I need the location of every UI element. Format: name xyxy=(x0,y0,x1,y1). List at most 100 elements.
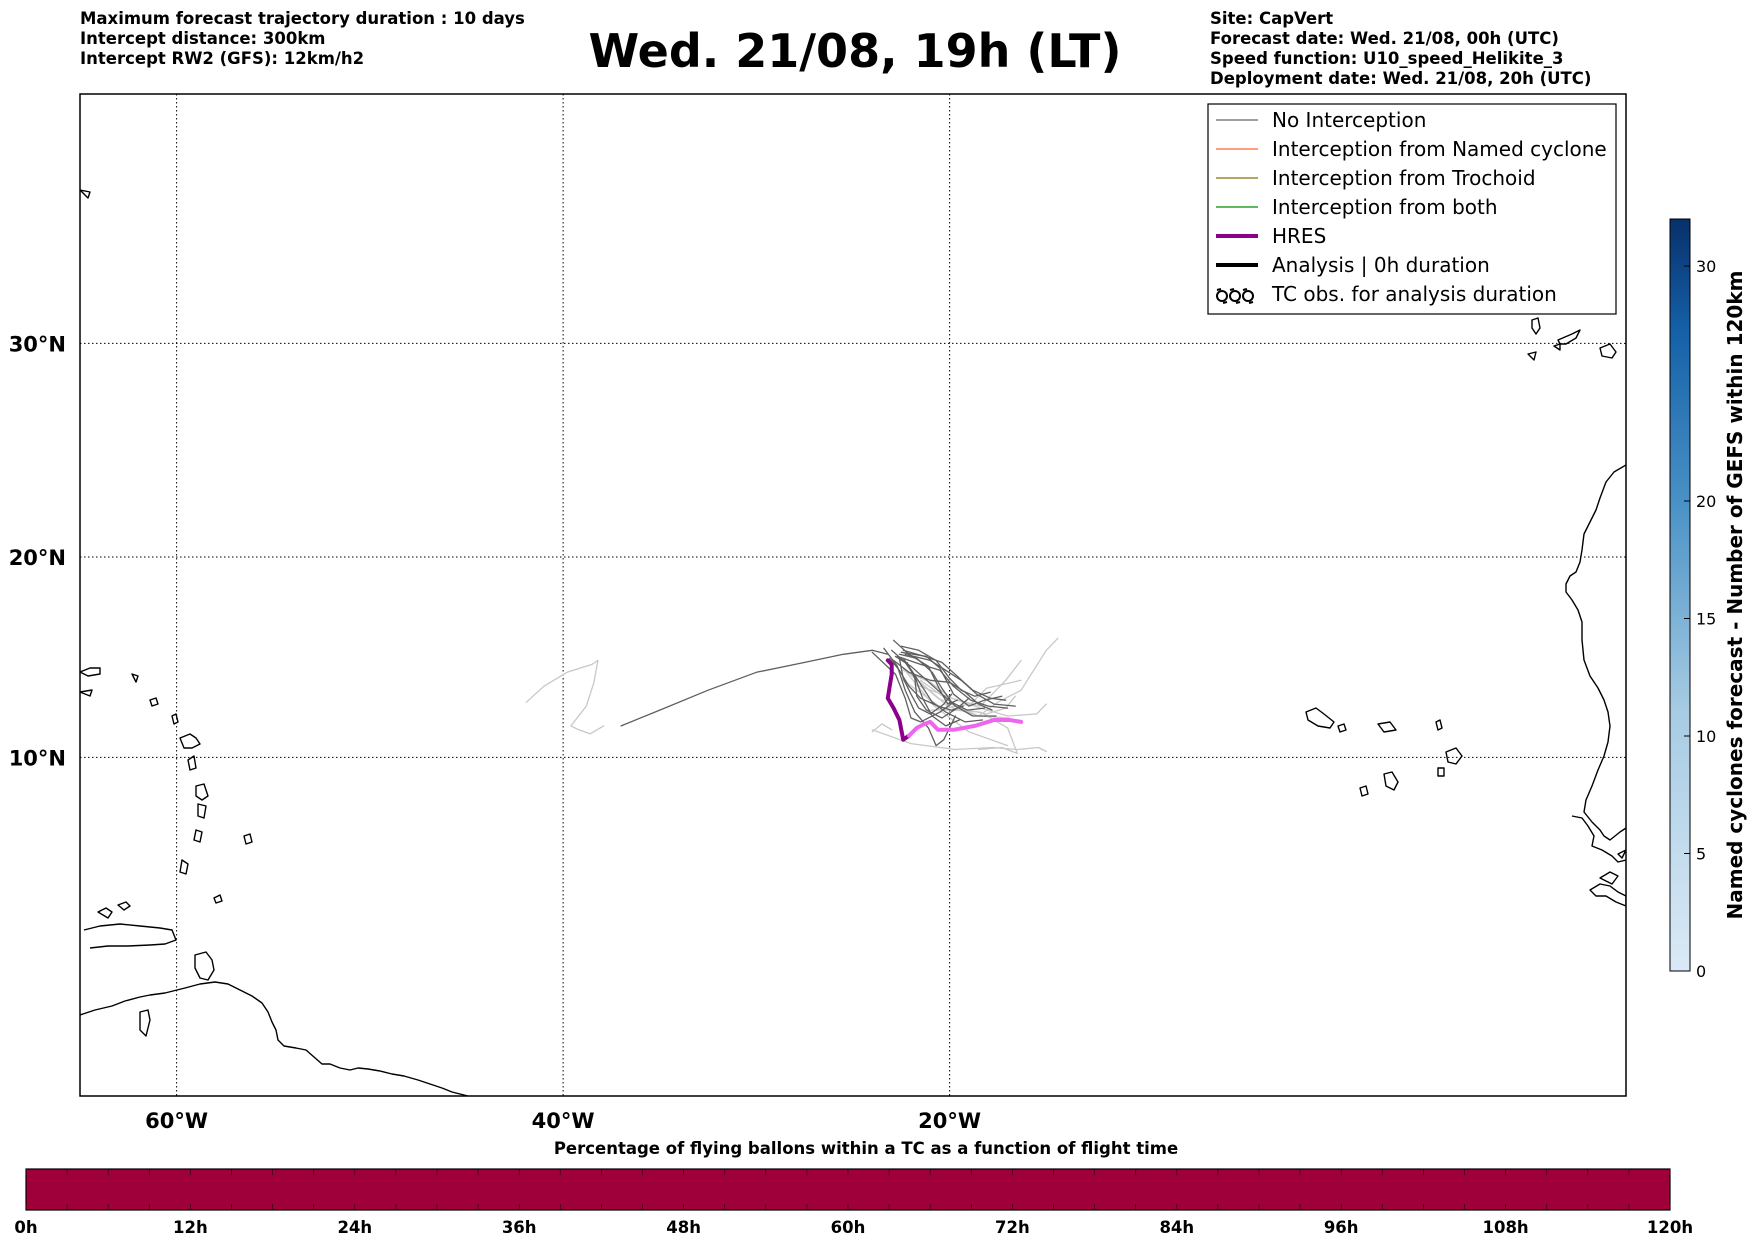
coastline-barbados xyxy=(243,833,253,845)
trajectory-line xyxy=(620,649,889,727)
colorbar-bottom-tick-label: 72h xyxy=(995,1218,1030,1237)
legend-cyclone-symbols xyxy=(1216,288,1254,304)
coastline-sao-vicente xyxy=(1337,723,1347,733)
latitude-ticks: 10°N 20°N 30°N xyxy=(9,332,66,770)
trajectory-line xyxy=(902,657,984,723)
colorbar-right-gradient xyxy=(1669,218,1691,972)
lat-tick-label: 20°N xyxy=(9,546,66,570)
lon-tick-label: 60°W xyxy=(145,1109,208,1133)
legend-entry-label: HRES xyxy=(1272,224,1326,248)
header-right-line-2: Forecast date: Wed. 21/08, 00h (UTC) xyxy=(1210,29,1559,48)
trajectory-line xyxy=(896,655,1009,709)
trajectory-line xyxy=(894,655,997,717)
longitude-ticks: 60°W 40°W 20°W xyxy=(145,1109,981,1133)
header-left-line-2: Intercept distance: 300km xyxy=(80,29,326,48)
header-right-line-1: Site: CapVert xyxy=(1210,9,1333,28)
hres-trajectory-late xyxy=(907,718,1024,738)
colorbar-bottom-tick-label: 96h xyxy=(1324,1218,1359,1237)
coastline-santo-antao xyxy=(1305,707,1335,729)
map-gridlines xyxy=(80,94,1626,1096)
lon-tick-label: 20°W xyxy=(918,1109,981,1133)
coastline-santiago xyxy=(1383,771,1399,791)
hres-trajectory-early xyxy=(885,658,911,742)
colorbar-bottom-tick-label: 36h xyxy=(502,1218,537,1237)
colorbar-right-tick-label: 20 xyxy=(1696,492,1716,511)
legend-entry-label: No Interception xyxy=(1272,108,1426,132)
coastline-islet-1 xyxy=(1617,849,1626,859)
coastline-island-4 xyxy=(80,667,101,677)
colorbar-bottom-tick-label: 60h xyxy=(831,1218,866,1237)
coastline-tobago xyxy=(213,894,223,904)
colorbar-right-tick-label: 5 xyxy=(1696,845,1706,864)
coastline-gran-canaria xyxy=(1599,343,1617,359)
colorbar-bottom-tick-label: 48h xyxy=(666,1218,701,1237)
trajectory-line xyxy=(898,653,986,711)
coastline-gomera xyxy=(1553,343,1561,351)
coastline-island-1 xyxy=(97,907,113,919)
coastline-grenada xyxy=(179,859,189,875)
legend-entry-label: TC obs. for analysis duration xyxy=(1271,282,1557,306)
colorbar-right-tick-label: 0 xyxy=(1696,962,1706,981)
trajectory-line xyxy=(892,659,993,711)
coastline-guinea xyxy=(1589,883,1626,907)
coastline-guadeloupe xyxy=(179,733,201,749)
coastline-island-6 xyxy=(131,673,139,683)
colorbar-bottom-tick-label: 24h xyxy=(337,1218,372,1237)
legend: No Interception Interception from Named c… xyxy=(1207,103,1617,315)
coastline-la-palma xyxy=(1531,317,1541,335)
coastline-paria xyxy=(83,923,177,949)
lat-tick-label: 10°N xyxy=(9,746,66,770)
coastline-bissau-islands xyxy=(1599,871,1619,885)
colorbar-bottom-tick-label: 120h xyxy=(1647,1218,1693,1237)
trajectory-line xyxy=(892,639,959,705)
coastline-hierro xyxy=(1527,351,1537,361)
colorbar-right-tick-label: 15 xyxy=(1696,610,1716,629)
lon-tick-label: 40°W xyxy=(532,1109,595,1133)
trajectory-line xyxy=(871,651,955,723)
header-left-line-3: Intercept RW2 (GFS): 12km/h2 xyxy=(80,49,364,68)
coastline-island-8 xyxy=(171,713,179,725)
coastline-island-7 xyxy=(149,697,159,707)
colorbar-bottom-tick-label: 108h xyxy=(1482,1218,1528,1237)
coastline-island-3 xyxy=(139,1009,151,1037)
map-frame xyxy=(79,93,1627,1097)
colorbar-bottom-tick-label: 0h xyxy=(14,1218,37,1237)
colorbar-bottom-tick-label: 12h xyxy=(173,1218,208,1237)
legend-entry-label: Interception from Named cyclone xyxy=(1272,137,1607,161)
coastline-island-2 xyxy=(117,901,131,911)
coastline-senegal-detail xyxy=(1571,815,1626,863)
cyclone-count-colorbar: 0 5 10 15 20 30 Named cyclones forecast - Num… xyxy=(1669,218,1747,981)
coastline-st-lucia xyxy=(197,803,207,819)
coastline-sal xyxy=(1435,719,1443,731)
colorbar-right-tick-label: 30 xyxy=(1696,257,1716,276)
trajectory-line xyxy=(525,659,605,735)
colorbar-bottom-tick-label: 84h xyxy=(1159,1218,1194,1237)
flight-time-colorbar: Percentage of flying ballons within a TC… xyxy=(14,1139,1693,1237)
colorbar-bottom-bar xyxy=(25,1168,1671,1211)
trajectory-line xyxy=(889,657,964,711)
colorbar-bottom-title: Percentage of flying ballons within a TC… xyxy=(554,1139,1178,1158)
header-right-line-4: Deployment date: Wed. 21/08, 20h (UTC) xyxy=(1210,69,1591,88)
legend-box xyxy=(1207,103,1617,315)
coastline-boa-vista xyxy=(1445,747,1463,765)
figure-title: Wed. 21/08, 19h (LT) xyxy=(589,24,1122,78)
coastline-martinique xyxy=(195,783,209,801)
trajectory-line xyxy=(871,729,1047,753)
coastline-west-africa xyxy=(1565,464,1626,841)
coastline-island-9 xyxy=(187,755,197,771)
colorbar-right-label: Named cyclones forecast - Number of GEFS… xyxy=(1723,271,1747,920)
trajectory-line xyxy=(898,657,953,715)
trajectory-line xyxy=(871,723,893,733)
coastlines xyxy=(80,189,1626,1096)
trajectory-line xyxy=(902,649,1007,701)
lat-tick-label: 30°N xyxy=(9,332,66,356)
header-left: Maximum forecast trajectory duration : 1… xyxy=(80,9,525,68)
coastline-island-10 xyxy=(80,189,91,199)
legend-entry-label: Analysis | 0h duration xyxy=(1272,253,1490,277)
balloon-trajectories xyxy=(525,637,1059,755)
header-right-line-3: Speed function: U10_speed_Helikite_3 xyxy=(1210,49,1564,68)
coastline-maio xyxy=(1437,767,1445,777)
coastline-south-america xyxy=(80,981,469,1096)
